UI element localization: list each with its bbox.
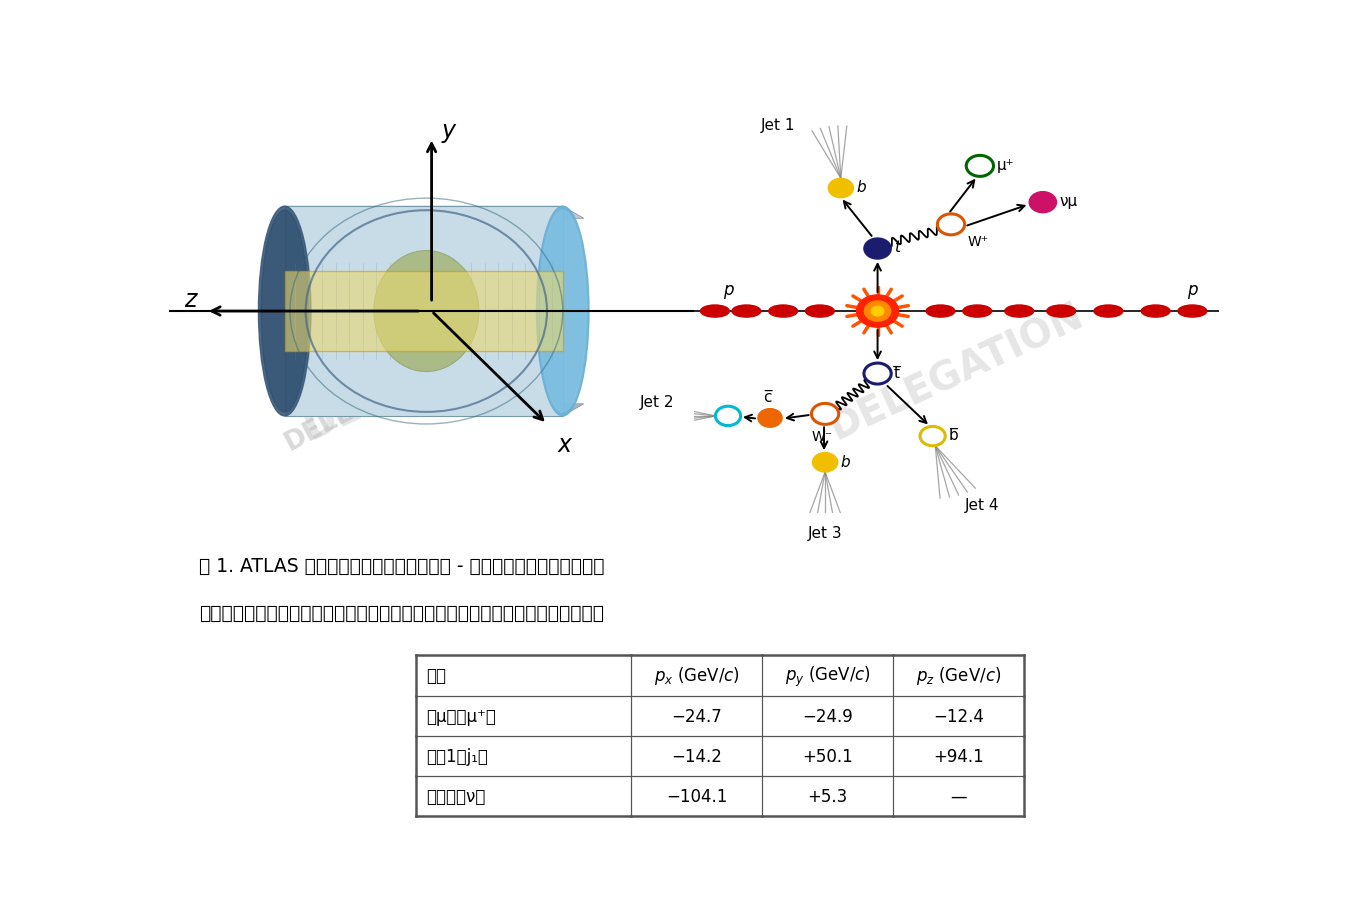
Circle shape xyxy=(871,307,884,316)
Ellipse shape xyxy=(1047,306,1075,318)
Polygon shape xyxy=(284,207,584,219)
Text: $p_z$ (GeV/$c$): $p_z$ (GeV/$c$) xyxy=(917,664,1002,686)
Ellipse shape xyxy=(385,264,468,360)
Circle shape xyxy=(864,301,891,322)
Text: 反μ子（μ⁺）: 反μ子（μ⁺） xyxy=(427,707,496,725)
Text: μ⁺: μ⁺ xyxy=(997,158,1014,173)
Text: p: p xyxy=(723,280,734,299)
Text: 图 1. ATLAS 探测器的坐标系（左）和质子 - 质子碰撞（右）的示意图。: 图 1. ATLAS 探测器的坐标系（左）和质子 - 质子碰撞（右）的示意图。 xyxy=(199,556,604,575)
FancyBboxPatch shape xyxy=(284,271,563,352)
Text: Jet 3: Jet 3 xyxy=(808,526,842,540)
Ellipse shape xyxy=(374,251,479,372)
Text: 来自顶夸克衰变的三个终态粒子的动量，包括中微子的，其各部分分量写在下面。: 来自顶夸克衰变的三个终态粒子的动量，包括中微子的，其各部分分量写在下面。 xyxy=(199,604,604,622)
Ellipse shape xyxy=(1141,306,1170,318)
Text: +50.1: +50.1 xyxy=(803,747,853,766)
Text: Jet 2: Jet 2 xyxy=(640,395,674,410)
Circle shape xyxy=(864,239,891,260)
Text: −104.1: −104.1 xyxy=(666,788,727,805)
Circle shape xyxy=(857,296,899,328)
Text: −24.9: −24.9 xyxy=(803,707,853,725)
Ellipse shape xyxy=(733,306,761,318)
Ellipse shape xyxy=(1178,306,1206,318)
Circle shape xyxy=(829,179,853,199)
Text: 粒子: 粒子 xyxy=(427,667,447,685)
Polygon shape xyxy=(284,404,584,416)
Text: −24.7: −24.7 xyxy=(672,707,722,725)
Circle shape xyxy=(758,409,783,427)
Circle shape xyxy=(937,215,964,235)
Text: p: p xyxy=(1187,280,1198,299)
Text: t: t xyxy=(895,240,900,255)
Text: Jet 4: Jet 4 xyxy=(965,497,999,512)
Text: DELEGATION: DELEGATION xyxy=(823,297,1090,448)
Ellipse shape xyxy=(1005,306,1033,318)
Text: Jet 1: Jet 1 xyxy=(761,118,795,132)
Circle shape xyxy=(967,156,994,177)
Text: −12.4: −12.4 xyxy=(933,707,984,725)
Circle shape xyxy=(715,407,741,426)
Ellipse shape xyxy=(395,276,458,348)
Ellipse shape xyxy=(536,207,589,416)
Text: $p_x$ (GeV/$c$): $p_x$ (GeV/$c$) xyxy=(654,664,739,686)
Text: W⁻: W⁻ xyxy=(812,430,833,444)
Circle shape xyxy=(921,427,945,447)
Text: x: x xyxy=(558,433,571,457)
Text: W⁺: W⁺ xyxy=(968,235,988,249)
Text: DELEGATION: DELEGATION xyxy=(280,345,458,456)
Text: +5.3: +5.3 xyxy=(807,788,848,805)
Ellipse shape xyxy=(806,306,834,318)
Text: b̅: b̅ xyxy=(948,428,959,443)
Circle shape xyxy=(812,453,838,472)
Ellipse shape xyxy=(1094,306,1122,318)
Text: −14.2: −14.2 xyxy=(672,747,722,766)
Circle shape xyxy=(864,364,891,385)
FancyBboxPatch shape xyxy=(284,207,563,416)
Text: z: z xyxy=(184,288,196,312)
Ellipse shape xyxy=(700,306,730,318)
Text: νμ: νμ xyxy=(1060,194,1078,210)
Text: 喷注1（j₁）: 喷注1（j₁） xyxy=(427,747,489,766)
Text: c̅: c̅ xyxy=(764,390,772,404)
Circle shape xyxy=(1029,192,1056,213)
Ellipse shape xyxy=(405,288,447,335)
Text: —: — xyxy=(951,788,967,805)
Circle shape xyxy=(811,404,838,425)
Text: y: y xyxy=(441,119,456,142)
Ellipse shape xyxy=(261,211,309,413)
Text: 中微子（ν）: 中微子（ν） xyxy=(427,788,486,805)
Text: +94.1: +94.1 xyxy=(933,747,984,766)
Text: b: b xyxy=(857,180,867,195)
Text: $p_y$ (GeV/$c$): $p_y$ (GeV/$c$) xyxy=(785,664,871,687)
Ellipse shape xyxy=(539,211,586,413)
Text: b: b xyxy=(841,454,850,469)
Ellipse shape xyxy=(769,306,798,318)
Ellipse shape xyxy=(963,306,991,318)
Text: t̅: t̅ xyxy=(895,366,900,380)
Ellipse shape xyxy=(926,306,955,318)
Text: DELEGATION: DELEGATION xyxy=(298,297,565,448)
Ellipse shape xyxy=(259,207,311,416)
